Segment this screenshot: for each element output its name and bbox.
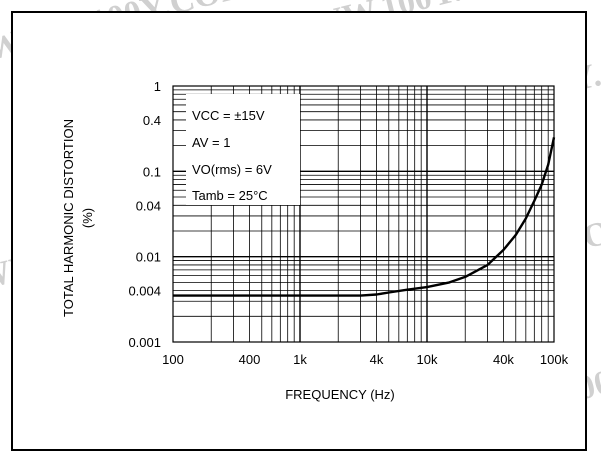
condition-tamb: Tamb = 25°C: [192, 188, 268, 203]
condition-av: AV = 1: [192, 135, 230, 150]
x-tick-label: 100: [162, 352, 184, 367]
y-axis-label-line2: (%): [80, 208, 95, 228]
y-tick-label: 1: [154, 79, 161, 94]
x-tick-label: 4k: [370, 352, 384, 367]
x-tick-labels: 100 400 1k 4k 10k 40k 100k: [162, 352, 568, 367]
x-axis-label: FREQUENCY (Hz): [285, 387, 395, 402]
condition-vcc: VCC = ±15V: [192, 108, 265, 123]
plot-border: [172, 85, 555, 343]
x-tick-label: 1k: [293, 352, 307, 367]
x-tick-label: 40k: [493, 352, 514, 367]
y-tick-label: 0.004: [128, 284, 161, 299]
condition-vo: VO(rms) = 6V: [192, 162, 272, 177]
thd-curve: [173, 137, 556, 297]
y-tick-label: 0.4: [143, 113, 161, 128]
y-axis-label-line1: TOTAL HARMONIC DISTORTION: [61, 119, 76, 317]
y-tick-label: 0.001: [128, 335, 161, 350]
y-tick-label: 0.01: [136, 250, 161, 265]
y-tick-label: 0.1: [143, 164, 161, 179]
y-tick-labels: 0.001 0.004 0.01 0.04 0.1 0.4 1: [128, 79, 161, 350]
x-tick-label: 10k: [417, 352, 438, 367]
series-layer: [173, 137, 556, 297]
y-tick-label: 0.04: [136, 198, 161, 213]
conditions-box: [186, 94, 300, 205]
x-tick-label: 100k: [540, 352, 569, 367]
x-tick-label: 400: [239, 352, 261, 367]
